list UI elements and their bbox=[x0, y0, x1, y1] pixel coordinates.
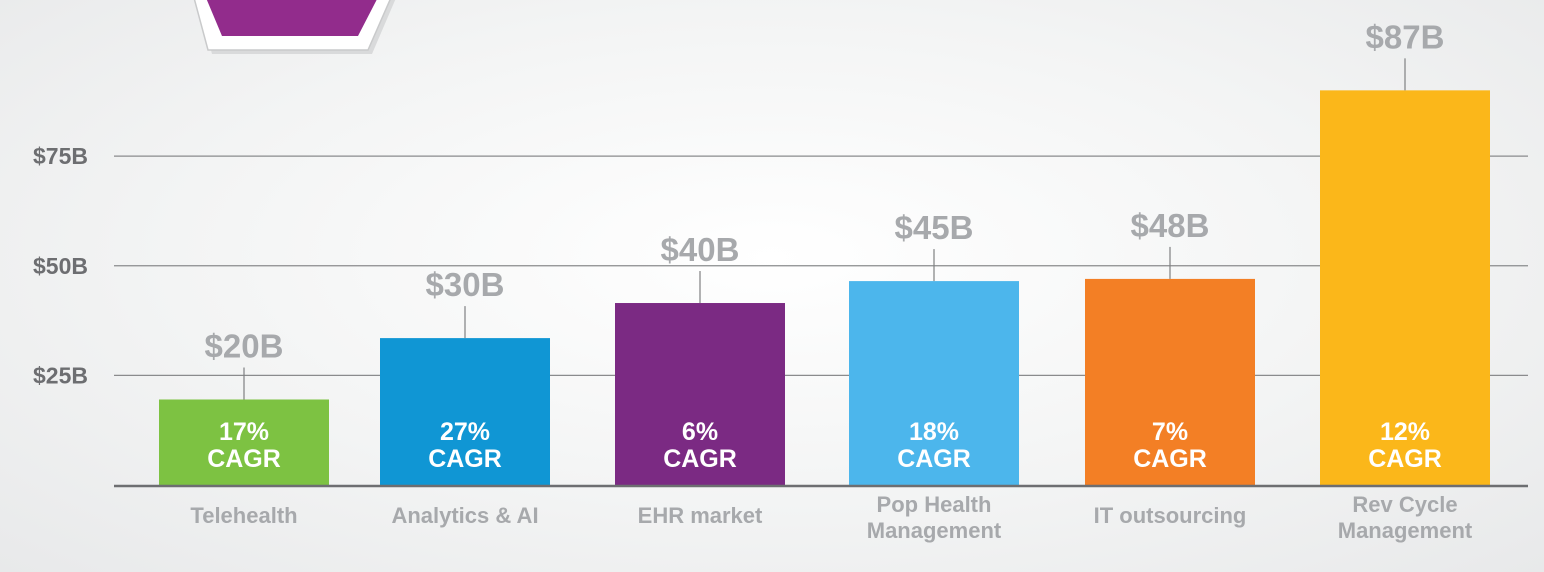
cagr-label: 17% bbox=[219, 418, 269, 446]
cagr-label: CAGR bbox=[207, 445, 281, 473]
y-tick-label: $75B bbox=[33, 143, 88, 169]
badge-decoration bbox=[193, 0, 396, 54]
value-label: $48B bbox=[1131, 207, 1210, 244]
value-label: $87B bbox=[1366, 18, 1445, 55]
cagr-label: 27% bbox=[440, 418, 490, 446]
category-label: Telehealth bbox=[190, 503, 297, 528]
category-label: IT outsourcing bbox=[1094, 503, 1247, 528]
cagr-label: 7% bbox=[1152, 418, 1188, 446]
cagr-label: CAGR bbox=[897, 445, 971, 473]
bar bbox=[159, 399, 329, 485]
y-tick-label: $25B bbox=[33, 362, 88, 388]
bars bbox=[159, 90, 1490, 485]
y-tick-label: $50B bbox=[33, 253, 88, 279]
category-label: Pop Health bbox=[877, 492, 992, 517]
value-label: $30B bbox=[426, 266, 505, 303]
bar bbox=[380, 338, 550, 485]
value-label: $40B bbox=[661, 231, 740, 268]
cagr-label: 12% bbox=[1380, 418, 1430, 446]
category-label: Management bbox=[867, 518, 1002, 543]
bar bbox=[1085, 278, 1255, 485]
category-labels: Telehealth Analytics & AI EHR market Pop He… bbox=[190, 492, 1472, 543]
value-label: $45B bbox=[895, 209, 974, 246]
value-label: $20B bbox=[205, 327, 284, 364]
y-axis: $25B $50B $75B bbox=[33, 143, 88, 388]
gridlines bbox=[114, 155, 1528, 376]
badge-icon bbox=[206, 0, 377, 36]
category-label: EHR market bbox=[638, 503, 763, 528]
bar bbox=[615, 303, 785, 485]
bar bbox=[849, 281, 1019, 485]
category-label: Analytics & AI bbox=[391, 503, 538, 528]
cagr-label: 18% bbox=[909, 418, 959, 446]
cagr-label: CAGR bbox=[663, 445, 737, 473]
data-labels: $20B17%CAGR$30B27%CAGR$40B6%CAGR$45B18%C… bbox=[205, 18, 1445, 473]
cagr-label: CAGR bbox=[1133, 445, 1207, 473]
cagr-label: CAGR bbox=[1368, 445, 1442, 473]
category-label: Management bbox=[1338, 518, 1473, 543]
cagr-label: CAGR bbox=[428, 445, 502, 473]
bar bbox=[1320, 90, 1490, 485]
category-label: Rev Cycle bbox=[1352, 492, 1457, 517]
cagr-label: 6% bbox=[682, 418, 718, 446]
